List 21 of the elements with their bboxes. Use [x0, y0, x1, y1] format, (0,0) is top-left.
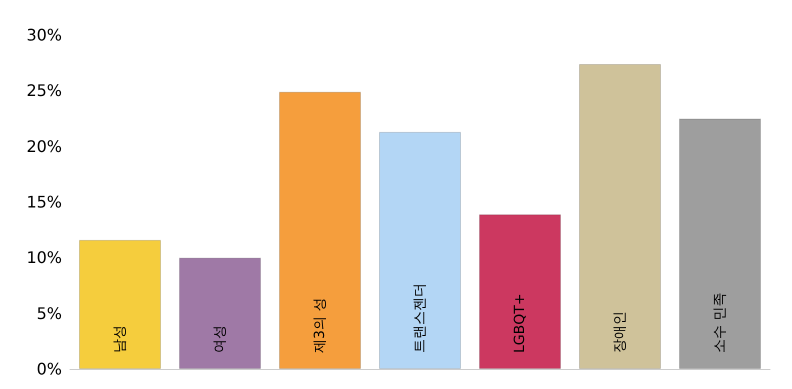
y-tick-label: 5% [36, 304, 62, 323]
y-tick-label: 20% [26, 136, 62, 156]
bar [179, 258, 261, 369]
bar [279, 92, 361, 369]
x-tick-label: 제3의 성 [312, 298, 328, 353]
y-tick-label: 25% [26, 81, 62, 100]
bar [679, 118, 761, 369]
bar [579, 64, 661, 369]
x-tick-label: LGBQT+ [512, 293, 528, 353]
y-tick-label: 15% [26, 192, 62, 212]
y-tick-label: 10% [26, 248, 62, 268]
x-tick-label: 소수 민족 [712, 292, 728, 353]
x-tick-label: 장애인 [612, 311, 628, 353]
y-tick-label: 0% [36, 360, 62, 378]
bar [479, 214, 561, 369]
x-tick-label: 트랜스젠더 [412, 283, 428, 353]
bar [79, 240, 161, 369]
x-tick-label: 남성 [112, 325, 128, 353]
bar [379, 132, 461, 369]
y-tick-label: 30% [26, 26, 62, 44]
x-tick-label: 여성 [212, 325, 228, 353]
